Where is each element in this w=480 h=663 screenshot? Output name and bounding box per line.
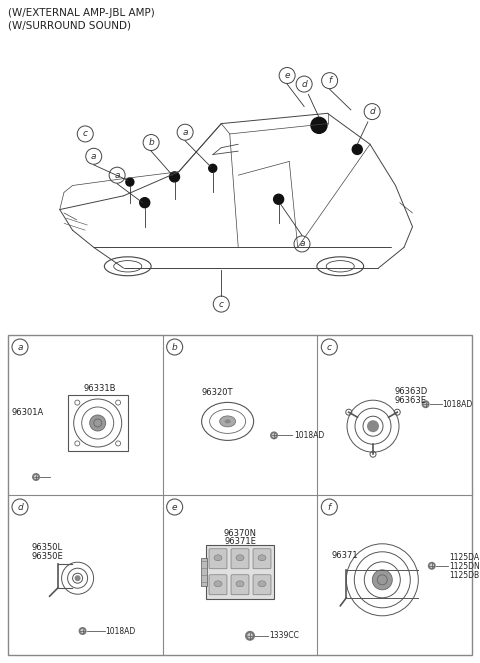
Text: (W/EXTERNAL AMP-JBL AMP): (W/EXTERNAL AMP-JBL AMP) <box>8 8 155 18</box>
Ellipse shape <box>236 581 244 587</box>
Circle shape <box>140 198 150 208</box>
Text: 96363D: 96363D <box>395 387 428 396</box>
Circle shape <box>90 415 106 431</box>
Circle shape <box>247 633 253 638</box>
Text: 96331B: 96331B <box>84 384 116 393</box>
Text: 1018AD: 1018AD <box>443 400 473 408</box>
Text: a: a <box>17 343 23 351</box>
Text: a: a <box>182 128 188 137</box>
Text: 96371E: 96371E <box>224 537 256 546</box>
Circle shape <box>423 402 428 406</box>
Text: 96320T: 96320T <box>202 389 233 397</box>
Text: d: d <box>17 503 23 511</box>
Circle shape <box>272 433 276 438</box>
Text: 1339CC: 1339CC <box>269 631 299 640</box>
Text: 96301A: 96301A <box>12 408 44 417</box>
Circle shape <box>34 475 38 479</box>
Ellipse shape <box>214 581 222 587</box>
Text: e: e <box>284 71 290 80</box>
Circle shape <box>430 564 434 568</box>
FancyBboxPatch shape <box>231 549 249 569</box>
Circle shape <box>352 145 362 154</box>
Circle shape <box>126 178 134 186</box>
Text: 96350L: 96350L <box>31 543 62 552</box>
Circle shape <box>372 570 392 590</box>
Circle shape <box>311 117 327 133</box>
Ellipse shape <box>220 416 236 427</box>
Text: b: b <box>148 138 154 147</box>
Circle shape <box>274 194 284 204</box>
Ellipse shape <box>214 555 222 561</box>
Text: 96363E: 96363E <box>395 396 427 405</box>
Ellipse shape <box>225 420 230 424</box>
Circle shape <box>169 172 180 182</box>
Text: 1125DA: 1125DA <box>449 554 479 562</box>
Text: c: c <box>83 129 88 139</box>
Bar <box>8 335 472 655</box>
FancyBboxPatch shape <box>206 545 274 599</box>
FancyBboxPatch shape <box>253 575 271 595</box>
FancyBboxPatch shape <box>231 575 249 595</box>
Ellipse shape <box>258 581 266 587</box>
Ellipse shape <box>236 555 244 561</box>
Text: c: c <box>327 343 332 351</box>
Text: e: e <box>172 503 178 511</box>
Text: 96350E: 96350E <box>31 552 63 561</box>
Circle shape <box>80 629 85 633</box>
Circle shape <box>377 575 387 585</box>
Circle shape <box>270 432 278 440</box>
Circle shape <box>421 400 430 408</box>
Circle shape <box>367 420 379 432</box>
Text: a: a <box>299 239 305 249</box>
Text: c: c <box>219 300 224 308</box>
FancyBboxPatch shape <box>253 549 271 569</box>
Circle shape <box>209 164 217 172</box>
Bar <box>201 558 207 586</box>
Text: 96370N: 96370N <box>224 529 256 538</box>
Text: 1125DB: 1125DB <box>449 572 479 580</box>
Text: (W/SURROUND SOUND): (W/SURROUND SOUND) <box>8 20 131 30</box>
Text: 1018AD: 1018AD <box>106 627 136 636</box>
Circle shape <box>74 575 81 581</box>
Circle shape <box>94 419 102 427</box>
Text: 1125DN: 1125DN <box>449 562 480 572</box>
Text: b: b <box>172 343 178 351</box>
Circle shape <box>32 473 40 481</box>
Text: a: a <box>114 170 120 180</box>
Text: f: f <box>328 76 331 85</box>
Text: d: d <box>301 80 307 89</box>
Text: a: a <box>91 152 96 161</box>
Text: 1018AD: 1018AD <box>294 431 324 440</box>
Text: d: d <box>369 107 375 116</box>
Circle shape <box>245 631 255 641</box>
Text: f: f <box>328 503 331 511</box>
Circle shape <box>79 627 86 635</box>
Text: 96371: 96371 <box>331 551 358 560</box>
FancyBboxPatch shape <box>209 549 227 569</box>
Ellipse shape <box>258 555 266 561</box>
Circle shape <box>428 562 436 570</box>
FancyBboxPatch shape <box>209 575 227 595</box>
